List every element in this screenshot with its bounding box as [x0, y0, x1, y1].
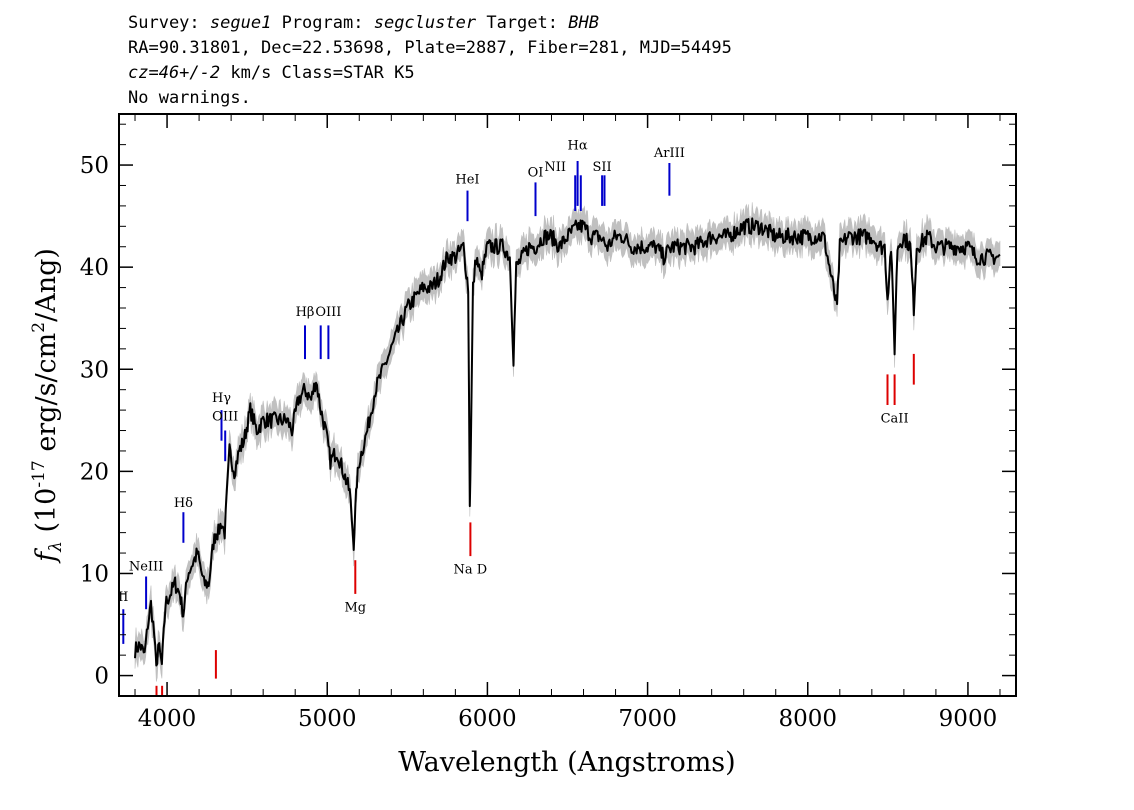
target-label: Target:: [486, 13, 558, 33]
y-axis-title-unit: erg/s/cm: [31, 333, 62, 461]
spectral-line-label: Na D: [454, 563, 488, 578]
program-label: Program:: [282, 13, 364, 33]
x-axis-title: Wavelength (Angstroms): [398, 747, 735, 778]
spectral-line-label: OIII: [212, 409, 238, 424]
x-tick-label: 8000: [778, 706, 837, 732]
axis-ticks: 4000 5000 6000 7000 8000 9000 0 10 20 30 40 50: [80, 114, 1016, 732]
redshift-value: cz=46+/-2: [128, 63, 220, 83]
y-axis-title-subscript: λ: [46, 541, 66, 553]
error-band: [134, 202, 1001, 682]
x-tick-label: 7000: [618, 706, 677, 732]
survey-label: Survey:: [128, 13, 200, 33]
header-warnings: No warnings.: [128, 88, 251, 108]
y-tick-label: 30: [80, 357, 109, 383]
y-tick-label: 0: [94, 664, 109, 690]
y-axis-title-exponent: -17: [29, 460, 49, 487]
y-tick-label: 50: [80, 153, 109, 179]
spectral-line-label: HeI: [455, 172, 479, 187]
header-line-3: cz=46+/-2 km/s Class=STAR K5: [128, 63, 415, 83]
flux-line: [134, 217, 1001, 667]
x-tick-label: 4000: [138, 706, 197, 732]
x-tick-label: 6000: [458, 706, 517, 732]
spectral-line-label: Hβ: [296, 305, 315, 320]
x-tick-label: 5000: [298, 706, 357, 732]
y-tick-label: 40: [80, 255, 109, 281]
spectral-line-label: Mg: [344, 600, 366, 615]
plot-frame: [118, 113, 1017, 697]
spectral-line-label: SII: [593, 160, 612, 175]
y-tick-label: 10: [80, 561, 109, 587]
spectral-line-label: OIII: [315, 305, 341, 320]
y-axis-title-part: (10: [31, 488, 62, 541]
y-tick-label: 20: [80, 459, 109, 485]
plot-area: [134, 202, 1001, 682]
spectral-line-label: NeIII: [129, 559, 163, 574]
header-line-2: RA=90.31801, Dec=22.53698, Plate=2887, F…: [128, 38, 732, 58]
y-axis-title-end: /Ang): [31, 248, 62, 322]
spectral-line-label: Hα: [568, 139, 588, 154]
spectral-line-label: Hδ: [174, 496, 193, 511]
spectral-line-label: OI: [528, 165, 544, 180]
target-value: BHB: [568, 13, 599, 33]
x-tick-label: 9000: [939, 706, 998, 732]
header-line-1: Survey: segue1 Program: segcluster Targe…: [128, 13, 599, 33]
y-axis-title-exponent-2: 2: [29, 322, 49, 333]
y-axis-title-symbol: f: [31, 548, 62, 564]
survey-value: segue1: [210, 13, 271, 33]
y-axis-title: fλ (10-17 erg/s/cm2/Ang): [29, 248, 66, 564]
program-value: segcluster: [374, 13, 477, 33]
spectral-line-label: NII: [544, 160, 566, 175]
redshift-unit: km/s Class=STAR K5: [230, 63, 414, 83]
spectral-line-label: Hγ: [212, 391, 231, 406]
spectral-line-label: CaII: [881, 411, 909, 426]
spectral-line-label: II: [118, 590, 128, 605]
spectral-line-label: ArIII: [653, 146, 685, 161]
